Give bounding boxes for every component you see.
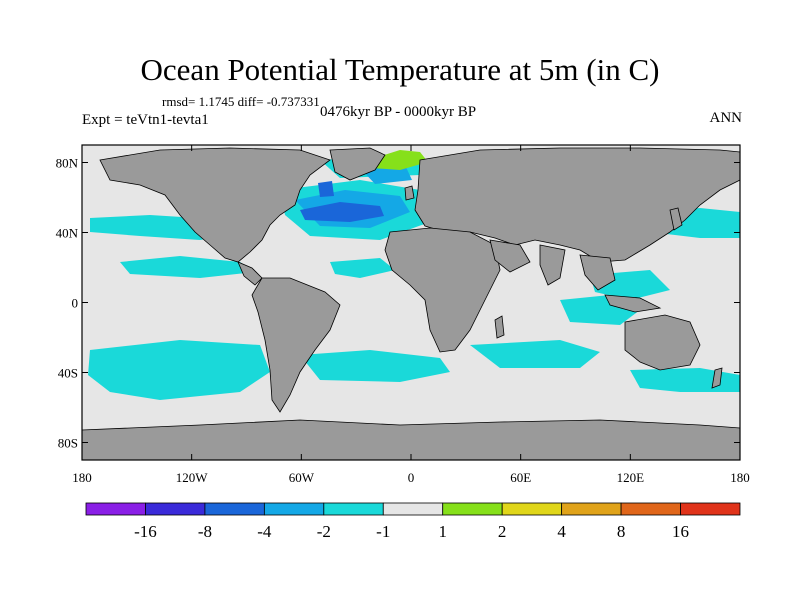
anomaly-field (82, 147, 740, 460)
lon-tick-label: 120E (617, 470, 645, 485)
land-indonesia (604, 294, 662, 313)
land-india (539, 244, 566, 286)
colorbar: -16 -8 -4 -2 -1 1 2 4 8 16 (85, 502, 741, 541)
anomaly-equatorial-atlantic (330, 258, 395, 278)
anomaly-south-pacific (88, 340, 270, 400)
colorbar-label: 4 (557, 522, 566, 541)
anomaly-south-atlantic (300, 350, 450, 382)
lon-tick-label: 180 (730, 470, 750, 485)
colorbar-swatch (263, 502, 325, 516)
land-madagascar (494, 315, 505, 339)
land-africa (384, 227, 501, 353)
colorbar-label: 2 (498, 522, 507, 541)
colorbar-label: -1 (376, 522, 390, 541)
anomaly-labrador (318, 181, 334, 197)
green-anomaly-regions (368, 150, 428, 170)
anomaly-nordic-warm (368, 150, 428, 170)
colorbar-swatch (85, 502, 146, 516)
map-title: Ocean Potential Temperature at 5m (in C) (140, 52, 660, 87)
experiment-label: Expt = teVtn1-tevta1 (82, 112, 209, 128)
time-period-label: 0476kyr BP - 0000kyr BP (320, 104, 477, 120)
colorbar-swatch (561, 502, 622, 516)
colorbar-label: 1 (438, 522, 447, 541)
colorbar-swatch (501, 502, 563, 516)
colorbar-label: 8 (617, 522, 626, 541)
land-north-america (99, 147, 331, 263)
lat-tick-label: 40N (56, 226, 79, 241)
season-label: ANN (709, 110, 743, 126)
land-masses (82, 147, 740, 460)
land-uk (404, 185, 415, 201)
lat-tick-label: 40S (58, 366, 78, 381)
colorbar-label: 16 (672, 522, 689, 541)
mid-blue-anomaly-regions (300, 181, 384, 222)
anomaly-east-pacific-subtropic (120, 256, 255, 278)
land-antarctica (82, 419, 740, 460)
latitude-axis: 80N 40N 0 40S 80S (56, 156, 740, 451)
land-arabia (489, 239, 531, 273)
land-central-america (237, 261, 263, 286)
colorbar-label: -4 (257, 522, 272, 541)
lat-tick-label: 80N (56, 156, 79, 171)
lon-tick-label: 180 (72, 470, 92, 485)
lon-tick-label: 60W (289, 470, 315, 485)
land-greenland (329, 147, 386, 181)
colorbar-swatch (680, 502, 741, 516)
lon-tick-label: 120W (176, 470, 209, 485)
anomaly-indian-ocean (470, 340, 600, 368)
lat-tick-label: 0 (72, 296, 79, 311)
lon-tick-label: 60E (510, 470, 531, 485)
colorbar-label: -16 (134, 522, 157, 541)
lat-tick-label: 80S (58, 436, 78, 451)
colorbar-label: -2 (317, 522, 331, 541)
colorbar-swatch (323, 502, 384, 516)
colorbar-swatch (204, 502, 265, 516)
land-australia (624, 314, 701, 371)
land-southeast-asia (579, 254, 616, 291)
anomaly-gulf-stream-core (300, 202, 384, 222)
colorbar-swatch (145, 502, 206, 516)
land-new-zealand (711, 367, 723, 389)
land-south-america (251, 277, 341, 413)
land-japan (669, 207, 683, 231)
lon-tick-label: 0 (408, 470, 415, 485)
rmsd-diff-stats: rmsd= 1.1745 diff= -0.737331 (162, 94, 320, 109)
longitude-axis: 180 120W 60W 0 60E 120E 180 (72, 145, 750, 485)
colorbar-swatch (442, 502, 503, 516)
colorbar-swatch (620, 502, 681, 516)
colorbar-label: -8 (198, 522, 212, 541)
colorbar-swatch (382, 502, 444, 516)
